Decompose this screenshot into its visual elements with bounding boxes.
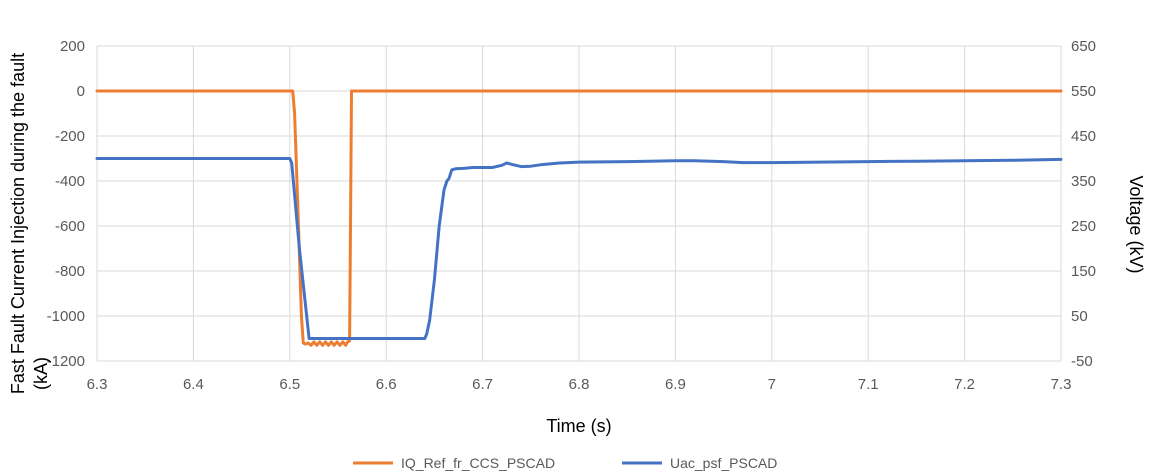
tick-labels: 200 650 0 550 -200 450 -400 350 -600 250 -800 150 -1… (47, 38, 1096, 393)
left-axis-title-line-1: Fast Fault Current Injection during the … (8, 53, 28, 394)
left-axis-title-line-2: (kA) (31, 357, 51, 390)
x-tick-label: 6.8 (569, 376, 590, 393)
axis-titles: Time (s) Fast Fault Current Injection du… (8, 53, 1146, 436)
left-tick-label: 0 (77, 83, 85, 100)
right-tick-label: 150 (1071, 263, 1096, 280)
left-tick-label: -600 (55, 218, 85, 235)
series-line-uac (95, 157, 1063, 340)
legend: IQ_Ref_fr_CCS_PSCAD Uac_psf_PSCAD (353, 455, 777, 471)
left-tick-label: -800 (55, 263, 85, 280)
legend-label-uac: Uac_psf_PSCAD (670, 455, 777, 471)
x-tick-label: 7.3 (1051, 376, 1072, 393)
plot-series (95, 89, 1063, 347)
x-tick-label: 6.6 (376, 376, 397, 393)
series-line-iq-ref (95, 89, 1063, 347)
x-tick-label: 6.3 (87, 376, 108, 393)
right-tick-label: 550 (1071, 83, 1096, 100)
left-tick-label: -1200 (47, 353, 85, 370)
right-tick-label: 350 (1071, 173, 1096, 190)
left-tick-label: 200 (60, 38, 85, 55)
x-axis-title: Time (s) (546, 416, 611, 436)
x-tick-label: 7.1 (858, 376, 879, 393)
right-tick-label: -50 (1071, 353, 1093, 370)
grid (96, 45, 1062, 362)
left-tick-label: -400 (55, 173, 85, 190)
x-tick-label: 6.5 (279, 376, 300, 393)
x-tick-label: 6.9 (665, 376, 686, 393)
x-tick-label: 7.2 (954, 376, 975, 393)
right-tick-label: 50 (1071, 308, 1088, 325)
right-tick-label: 650 (1071, 38, 1096, 55)
x-tick-label: 7 (768, 376, 776, 393)
right-tick-label: 450 (1071, 128, 1096, 145)
x-tick-label: 6.4 (183, 376, 204, 393)
left-tick-label: -1000 (47, 308, 85, 325)
right-axis-title: Voltage (kV) (1126, 175, 1146, 273)
right-tick-label: 250 (1071, 218, 1096, 235)
legend-label-iq-ref: IQ_Ref_fr_CCS_PSCAD (401, 455, 555, 471)
left-tick-label: -200 (55, 128, 85, 145)
x-tick-label: 6.7 (472, 376, 493, 393)
